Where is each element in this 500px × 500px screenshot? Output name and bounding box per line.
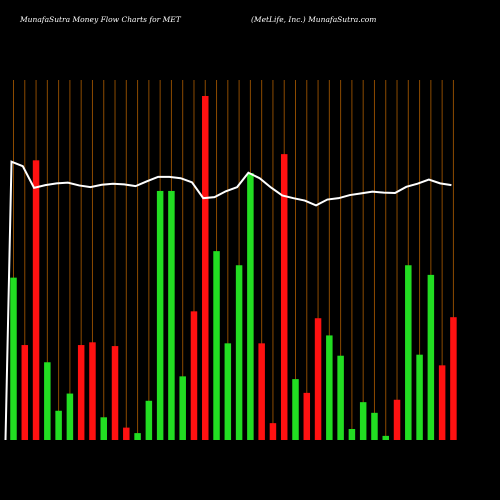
bar-series xyxy=(10,96,457,441)
bar xyxy=(89,342,96,440)
bar xyxy=(337,355,344,440)
bar xyxy=(438,365,446,440)
bar xyxy=(77,345,85,440)
bar xyxy=(235,265,243,440)
bar xyxy=(179,376,186,440)
bar xyxy=(303,392,311,440)
bar xyxy=(21,345,29,440)
bar xyxy=(450,317,457,440)
grid-lines xyxy=(13,80,454,440)
money-flow-line xyxy=(4,160,452,441)
bar xyxy=(202,96,209,440)
bar xyxy=(224,343,232,440)
chart-subtitle: (MetLife, Inc.) MunafaSutra.com xyxy=(251,15,377,24)
bar xyxy=(405,265,412,440)
bar xyxy=(427,274,435,440)
bar xyxy=(32,160,40,440)
bar xyxy=(269,423,277,440)
bar xyxy=(258,343,265,440)
bar xyxy=(314,318,322,440)
bar xyxy=(145,400,153,440)
bar xyxy=(280,154,288,441)
bar xyxy=(190,311,198,440)
bar xyxy=(348,428,356,440)
bar xyxy=(66,393,74,440)
bar xyxy=(44,362,51,440)
bar xyxy=(292,379,299,440)
bar xyxy=(134,433,141,440)
bar xyxy=(213,251,220,440)
bar xyxy=(371,412,378,440)
bar xyxy=(10,277,17,440)
bar xyxy=(55,410,62,440)
bar xyxy=(382,435,389,440)
bar xyxy=(100,417,107,440)
bar xyxy=(111,346,119,440)
bar xyxy=(168,190,175,440)
bar xyxy=(326,335,333,440)
bar xyxy=(359,402,367,440)
chart-title: MunafaSutra Money Flow Charts for MET xyxy=(20,15,181,24)
bar xyxy=(393,399,401,440)
bar xyxy=(123,427,130,440)
bar xyxy=(156,190,164,440)
bar xyxy=(416,354,423,440)
bar xyxy=(247,173,254,440)
